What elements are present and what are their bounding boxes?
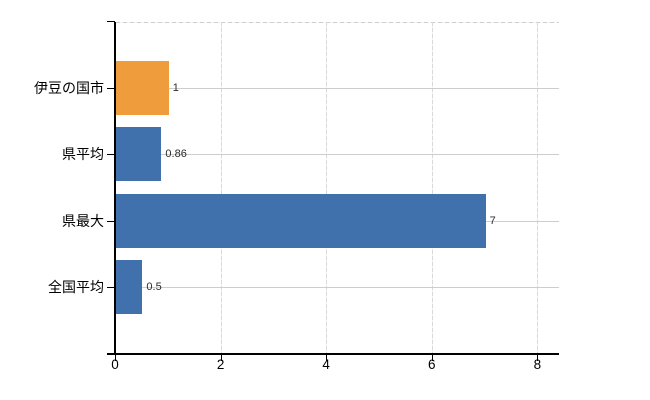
x-tick-label: 0	[111, 357, 119, 372]
vertical-gridline	[326, 22, 328, 353]
horizontal-gridline	[116, 286, 559, 288]
category-label: 全国平均	[48, 278, 104, 295]
value-label: 1	[172, 82, 179, 95]
x-tick-label: 6	[428, 357, 436, 372]
y-axis-end-tick	[107, 21, 115, 22]
vertical-gridline	[220, 22, 222, 353]
bar-4	[116, 259, 143, 314]
x-axis-tick	[537, 355, 539, 361]
category-label: 伊豆の国市	[34, 80, 104, 97]
y-axis-line	[114, 22, 116, 355]
bar-1	[116, 61, 169, 116]
x-tick-label: 8	[533, 357, 542, 372]
x-axis-tick	[326, 355, 328, 361]
value-label: 0.86	[165, 148, 187, 161]
x-axis-tick	[220, 355, 222, 361]
plot-top-border	[116, 22, 559, 23]
bar-3	[116, 193, 486, 248]
x-tick-label: 2	[216, 357, 225, 372]
category-label: 県平均	[62, 146, 104, 163]
bar-2	[116, 127, 162, 182]
vertical-gridline	[537, 22, 539, 353]
vertical-gridline	[431, 22, 433, 353]
horizontal-gridline	[116, 154, 559, 156]
category-tick	[107, 88, 115, 90]
horizontal-gridline	[116, 88, 559, 90]
x-axis-line	[107, 353, 559, 355]
category-tick	[107, 154, 115, 156]
x-axis-tick	[115, 355, 116, 361]
category-label: 県最大	[62, 212, 104, 229]
value-label: 7	[489, 214, 496, 227]
x-tick-label: 4	[322, 357, 330, 372]
category-tick	[107, 220, 115, 222]
x-axis-tick	[431, 355, 433, 361]
value-label: 0.5	[146, 280, 162, 293]
category-tick	[107, 286, 115, 288]
